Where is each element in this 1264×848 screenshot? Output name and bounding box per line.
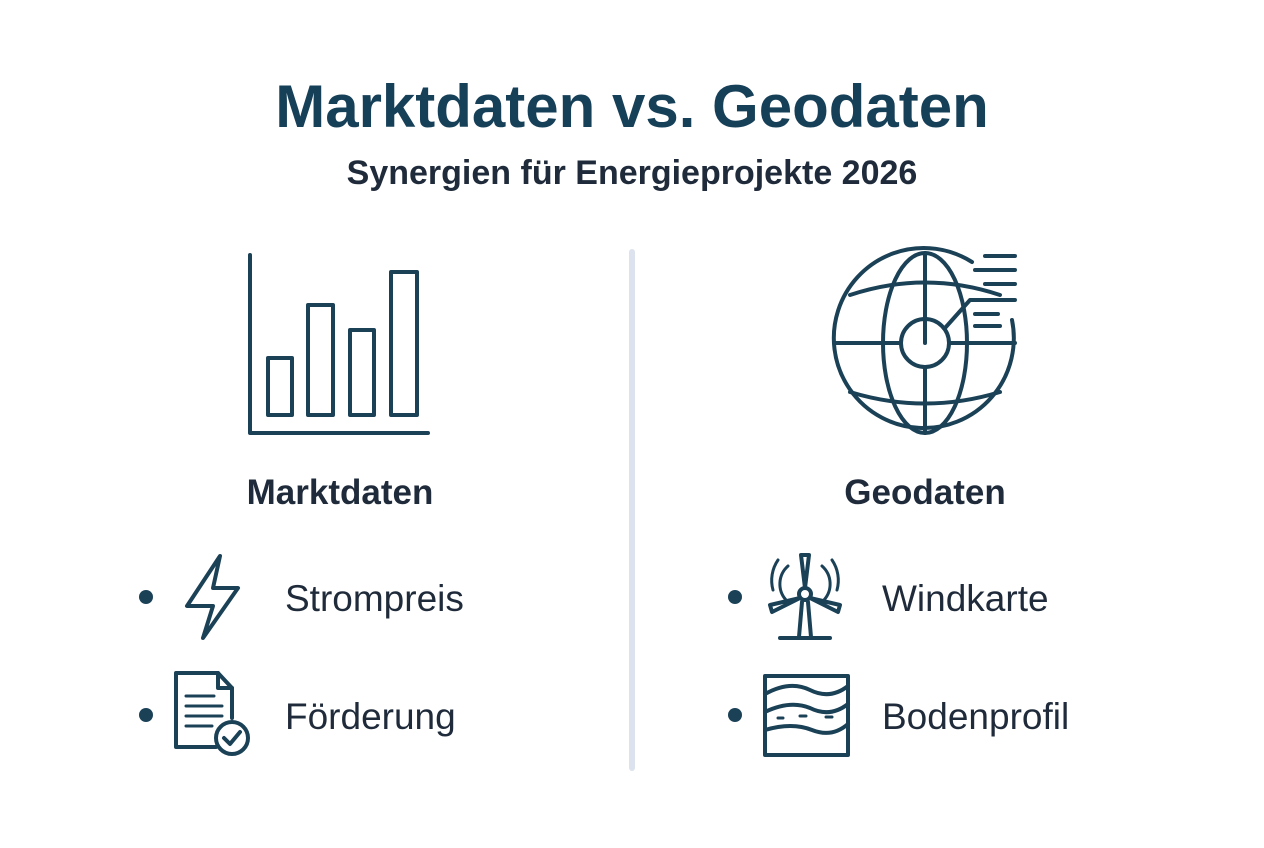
subtitle: Synergien für Energieprojekte 2026 — [347, 154, 918, 192]
bullet — [728, 590, 742, 604]
list-item: Förderung — [285, 696, 456, 737]
document-icon — [174, 671, 250, 756]
title: Marktdaten vs. Geodaten — [275, 73, 989, 140]
soil-profile-icon — [763, 674, 850, 757]
globe-icon — [831, 246, 1017, 435]
wind-turbine-icon — [768, 553, 842, 640]
list-item: Windkarte — [882, 578, 1049, 619]
bullet — [139, 708, 153, 722]
lightning-icon — [185, 554, 240, 640]
column-heading: Marktdaten — [247, 473, 434, 512]
list-item: Strompreis — [285, 578, 464, 619]
bullet — [728, 708, 742, 722]
list-item: Bodenprofil — [882, 696, 1069, 737]
bar-chart-icon — [248, 253, 430, 435]
bullet — [139, 590, 153, 604]
column-heading: Geodaten — [844, 473, 1005, 512]
